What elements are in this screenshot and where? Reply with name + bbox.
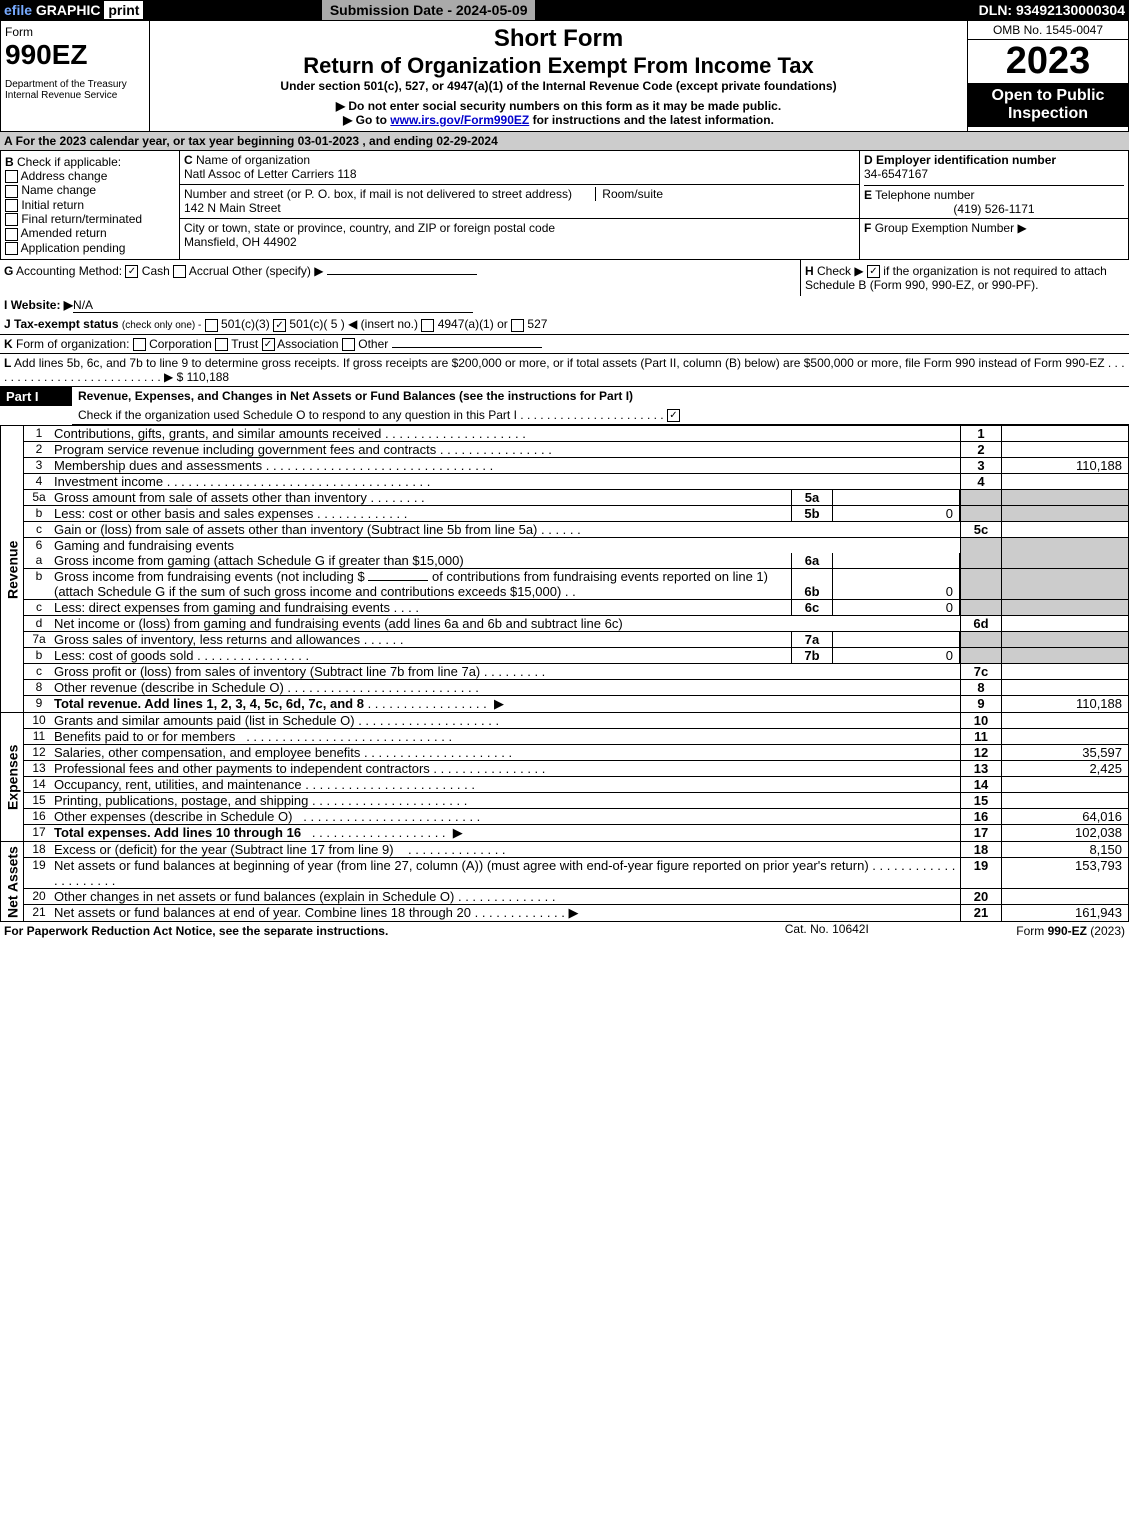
h-checkbox[interactable]: ✓ xyxy=(867,265,880,278)
dept-label: Department of the Treasury Internal Reve… xyxy=(5,79,145,101)
initial-return-checkbox[interactable] xyxy=(5,199,18,212)
501c3-checkbox[interactable] xyxy=(205,319,218,332)
line9-value: 110,188 xyxy=(1002,696,1129,713)
city-label: City or town, state or province, country… xyxy=(184,221,555,235)
top-bar: efile GRAPHIC print Submission Date - 20… xyxy=(0,0,1129,20)
accrual-checkbox[interactable] xyxy=(173,265,186,278)
part1-check-text: Check if the organization used Schedule … xyxy=(78,408,517,422)
irs-link[interactable]: www.irs.gov/Form990EZ xyxy=(390,113,529,127)
form-header: Form 990EZ Department of the Treasury In… xyxy=(0,20,1129,132)
part1-heading: Revenue, Expenses, and Changes in Net As… xyxy=(72,387,1129,406)
street-label: Number and street (or P. O. box, if mail… xyxy=(184,187,572,201)
street-value: 142 N Main Street xyxy=(184,201,281,215)
graphic-label: GRAPHIC xyxy=(36,2,101,18)
part1-lines: Revenue 1Contributions, gifts, grants, a… xyxy=(0,425,1129,922)
other-checkbox[interactable] xyxy=(342,338,355,351)
part1-schedo-checkbox[interactable]: ✓ xyxy=(667,409,680,422)
j-row: J Tax-exempt status (check only one) - 5… xyxy=(0,315,1129,334)
line7b-value: 0 xyxy=(833,648,960,663)
l-value: ▶ $ 110,188 xyxy=(164,370,229,384)
line18-value: 8,150 xyxy=(1002,842,1129,858)
trust-checkbox[interactable] xyxy=(215,338,228,351)
line13-value: 2,425 xyxy=(1002,761,1129,777)
pending-checkbox[interactable] xyxy=(5,242,18,255)
i-row: I Website: ▶N/A xyxy=(0,296,1129,315)
efile-link[interactable]: efile GRAPHIC print xyxy=(0,0,317,20)
line6b-value: 0 xyxy=(833,569,960,599)
amended-checkbox[interactable] xyxy=(5,228,18,241)
line17-value: 102,038 xyxy=(1002,825,1129,842)
f-label: Group Exemption Number xyxy=(875,221,1014,235)
phone-value: (419) 526-1171 xyxy=(864,202,1124,216)
d-label: Employer identification number xyxy=(876,153,1056,167)
corp-checkbox[interactable] xyxy=(133,338,146,351)
page-footer: For Paperwork Reduction Act Notice, see … xyxy=(0,922,1129,940)
k-row: K Form of organization: Corporation Trus… xyxy=(0,335,1129,354)
line6c-value: 0 xyxy=(833,600,960,615)
l-text: Add lines 5b, 6c, and 7b to line 9 to de… xyxy=(14,356,1105,370)
gh-row: G Accounting Method: ✓ Cash Accrual Othe… xyxy=(0,260,1129,296)
part1-header: Part I Revenue, Expenses, and Changes in… xyxy=(0,387,1129,425)
addr-change-checkbox[interactable] xyxy=(5,170,18,183)
website-value: N/A xyxy=(73,298,473,313)
submission-date-button[interactable]: Submission Date - 2024-05-09 xyxy=(317,0,798,20)
org-name: Natl Assoc of Letter Carriers 118 xyxy=(184,167,357,181)
part1-label: Part I xyxy=(0,387,72,406)
title-short-form: Short Form xyxy=(154,25,963,53)
c-name-label: Name of organization xyxy=(196,153,310,167)
l-row: L Add lines 5b, 6c, and 7b to line 9 to … xyxy=(0,354,1129,387)
assoc-checkbox[interactable]: ✓ xyxy=(262,338,275,351)
go-to-link-line: ▶ Go to www.irs.gov/Form990EZ for instru… xyxy=(154,113,963,127)
footer-right: Form 990-EZ (2023) xyxy=(907,922,1129,940)
line12-value: 35,597 xyxy=(1002,745,1129,761)
omb-label: OMB No. 1545-0047 xyxy=(968,21,1128,40)
e-label: Telephone number xyxy=(875,188,974,202)
footer-mid: Cat. No. 10642I xyxy=(747,922,907,940)
subtitle: Under section 501(c), 527, or 4947(a)(1)… xyxy=(154,79,963,93)
line19-value: 153,793 xyxy=(1002,858,1129,889)
bcdef-block: B Check if applicable: Address change Na… xyxy=(0,150,1129,260)
footer-left: For Paperwork Reduction Act Notice, see … xyxy=(0,922,747,940)
line3-value: 110,188 xyxy=(1002,458,1129,474)
cash-checkbox[interactable]: ✓ xyxy=(125,265,138,278)
city-value: Mansfield, OH 44902 xyxy=(184,235,297,249)
form-label: Form xyxy=(5,25,145,39)
expenses-vertical-label: Expenses xyxy=(1,713,24,842)
final-return-checkbox[interactable] xyxy=(5,213,18,226)
netassets-vertical-label: Net Assets xyxy=(1,842,24,922)
room-label: Room/suite xyxy=(595,187,663,201)
501c-checkbox[interactable]: ✓ xyxy=(273,319,286,332)
revenue-vertical-label: Revenue xyxy=(1,426,24,713)
h-label: Check ▶ xyxy=(817,264,864,278)
ssn-warning: ▶ Do not enter social security numbers o… xyxy=(154,99,963,113)
website-label: Website: ▶ xyxy=(11,298,73,312)
name-change-checkbox[interactable] xyxy=(5,185,18,198)
line16-value: 64,016 xyxy=(1002,809,1129,825)
line5b-value: 0 xyxy=(833,506,960,521)
4947-checkbox[interactable] xyxy=(421,319,434,332)
row-a: A For the 2023 calendar year, or tax yea… xyxy=(0,132,1129,150)
ein-value: 34-6547167 xyxy=(864,167,1124,181)
print-button[interactable]: print xyxy=(104,1,143,19)
dln-label: DLN: 93492130000304 xyxy=(797,0,1129,20)
527-checkbox[interactable] xyxy=(511,319,524,332)
inspection-box: Open to Public Inspection xyxy=(968,83,1128,127)
g-label: Accounting Method: xyxy=(16,264,122,278)
title-return: Return of Organization Exempt From Incom… xyxy=(154,53,963,79)
line21-value: 161,943 xyxy=(1002,905,1129,922)
tax-year: 2023 xyxy=(968,40,1128,83)
b-label: Check if applicable: xyxy=(17,155,121,169)
form-number: 990EZ xyxy=(5,39,145,71)
